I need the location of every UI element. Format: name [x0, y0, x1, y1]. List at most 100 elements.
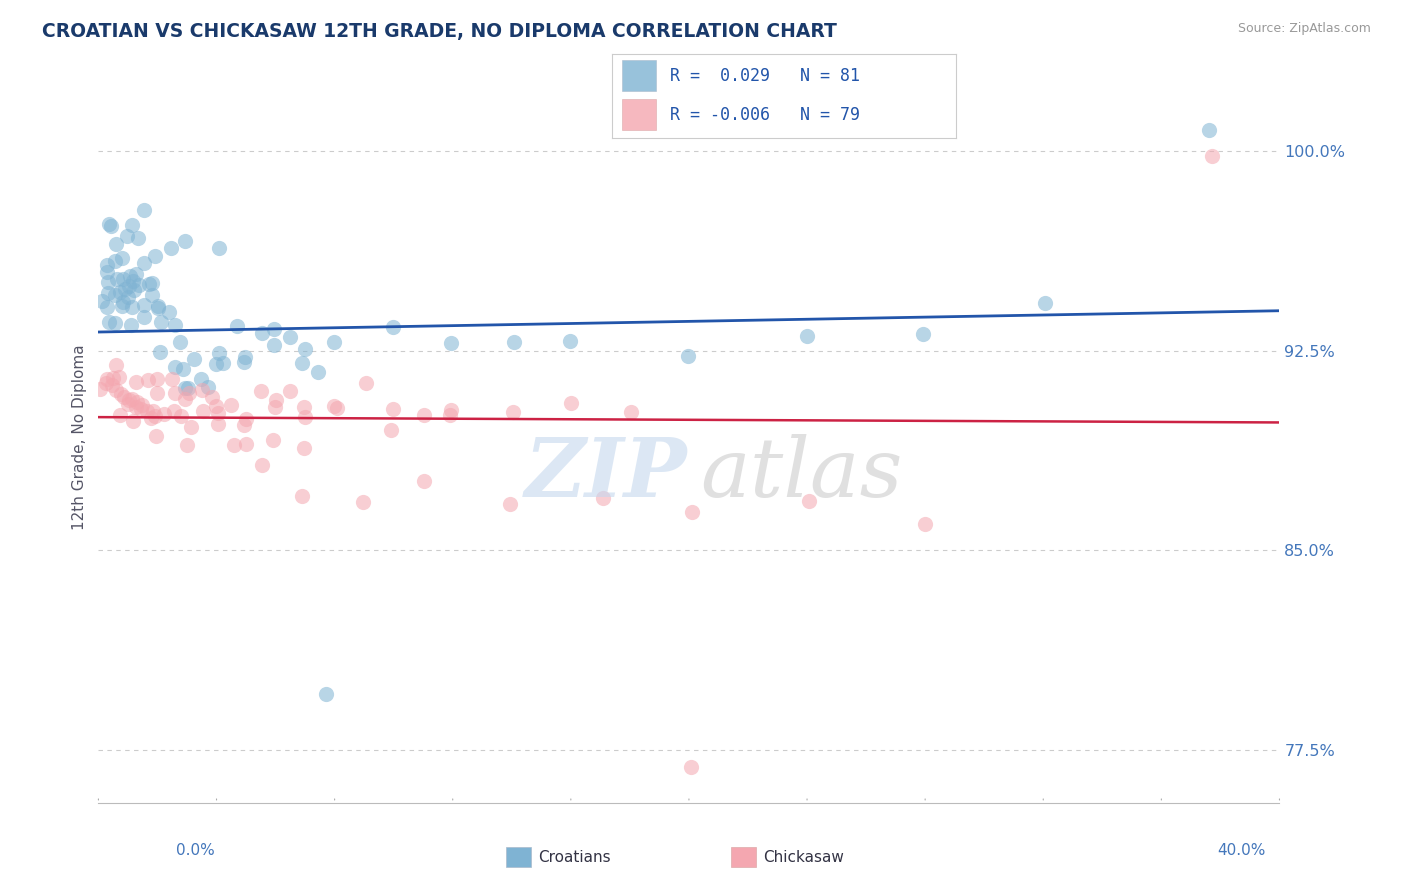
- Point: [105, 383, 128, 397]
- Point: [382, 320, 405, 334]
- Text: 40.0%: 40.0%: [1218, 843, 1265, 858]
- Point: [219, 398, 242, 412]
- Point: [352, 495, 374, 509]
- Point: [117, 397, 139, 411]
- Point: [205, 399, 228, 413]
- Point: [104, 317, 127, 331]
- Text: atlas: atlas: [700, 434, 903, 514]
- Point: [160, 371, 183, 385]
- Point: [235, 412, 257, 426]
- Point: [193, 403, 215, 417]
- Point: [97, 286, 120, 301]
- Point: [163, 359, 186, 374]
- Point: [307, 365, 329, 379]
- Point: [173, 234, 195, 248]
- Point: [325, 401, 347, 416]
- Point: [592, 491, 614, 505]
- Point: [118, 392, 141, 407]
- Point: [124, 376, 146, 390]
- Point: [440, 402, 463, 417]
- Point: [121, 219, 143, 233]
- Point: [100, 219, 122, 233]
- Point: [225, 319, 247, 334]
- Point: [172, 362, 194, 376]
- Text: ZIP: ZIP: [524, 434, 688, 514]
- Point: [141, 411, 163, 425]
- Point: [105, 237, 128, 252]
- Point: [110, 285, 132, 299]
- Text: R =  0.029   N = 81: R = 0.029 N = 81: [671, 67, 860, 85]
- Point: [104, 287, 127, 301]
- Point: [294, 409, 316, 424]
- Point: [117, 290, 139, 304]
- Point: [560, 396, 582, 410]
- Point: [174, 392, 197, 406]
- Point: [914, 517, 936, 532]
- Point: [138, 277, 160, 291]
- Point: [191, 383, 214, 397]
- Point: [97, 217, 120, 231]
- Point: [249, 384, 271, 398]
- Bar: [621, 99, 657, 130]
- Point: [233, 350, 256, 364]
- Point: [96, 258, 118, 272]
- Point: [118, 269, 141, 284]
- Point: [499, 497, 522, 511]
- Point: [294, 343, 316, 357]
- Point: [112, 272, 135, 286]
- Point: [176, 381, 198, 395]
- Point: [162, 404, 184, 418]
- Point: [211, 356, 233, 370]
- Text: 0.0%: 0.0%: [176, 843, 215, 858]
- Point: [163, 318, 186, 332]
- Point: [207, 406, 229, 420]
- Point: [222, 438, 245, 452]
- Text: CROATIAN VS CHICKASAW 12TH GRADE, NO DIPLOMA CORRELATION CHART: CROATIAN VS CHICKASAW 12TH GRADE, NO DIP…: [42, 22, 837, 41]
- Point: [235, 437, 257, 451]
- Point: [176, 438, 198, 452]
- Point: [111, 252, 134, 266]
- Point: [440, 336, 463, 351]
- Point: [207, 417, 229, 431]
- Point: [120, 318, 142, 332]
- Point: [114, 282, 136, 296]
- Point: [146, 385, 169, 400]
- Point: [122, 414, 145, 428]
- Point: [380, 424, 402, 438]
- Point: [232, 354, 254, 368]
- Point: [205, 357, 228, 371]
- Point: [291, 489, 314, 503]
- Point: [1201, 148, 1223, 162]
- Point: [128, 278, 150, 293]
- Point: [145, 428, 167, 442]
- Point: [115, 228, 138, 243]
- Point: [173, 381, 195, 395]
- Point: [142, 404, 165, 418]
- Point: [263, 401, 285, 415]
- Point: [141, 276, 163, 290]
- Point: [278, 384, 301, 398]
- Point: [292, 441, 315, 455]
- Point: [502, 334, 524, 349]
- Point: [105, 358, 128, 372]
- Point: [439, 408, 461, 422]
- Text: R = -0.006   N = 79: R = -0.006 N = 79: [671, 105, 860, 123]
- Point: [170, 409, 193, 423]
- Point: [108, 408, 131, 422]
- Point: [134, 310, 156, 324]
- Point: [250, 326, 273, 340]
- Point: [263, 338, 285, 352]
- Point: [322, 334, 344, 349]
- Point: [96, 265, 118, 279]
- Point: [110, 387, 132, 401]
- Point: [180, 420, 202, 434]
- Point: [122, 283, 145, 297]
- Point: [412, 474, 434, 488]
- Point: [101, 371, 124, 385]
- Point: [135, 404, 157, 418]
- Point: [134, 256, 156, 270]
- Point: [179, 386, 201, 401]
- Bar: [621, 61, 657, 91]
- Point: [97, 275, 120, 289]
- Point: [160, 241, 183, 255]
